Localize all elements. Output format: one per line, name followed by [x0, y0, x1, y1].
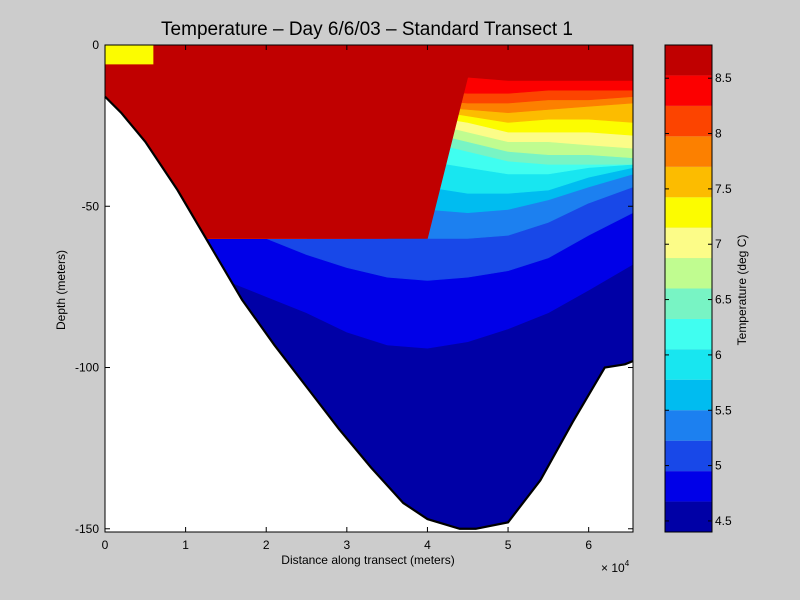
seafloor-line	[104, 95, 634, 530]
colorbar-band	[665, 440, 712, 472]
y-axis-ticks: 0 -50 -100 -150	[75, 38, 633, 536]
colorbar-band	[665, 471, 712, 502]
colorbar-label: Temperature (deg C)	[735, 235, 749, 346]
colorbar-band	[665, 105, 712, 137]
contour-band-pocket	[105, 45, 154, 65]
y-tick-label: 0	[92, 38, 99, 52]
x-tick-label: 4	[424, 538, 431, 552]
y-axis-label: Depth (meters)	[54, 250, 68, 330]
colorbar-band	[665, 258, 712, 289]
colorbar: 4.5 5 5.5 6 6.5 7 7.5 8 8.5 Temperature (deg C)	[664, 44, 749, 533]
colorbar-band	[665, 166, 712, 198]
colorbar-bands	[665, 45, 712, 532]
chart-title: Temperature – Day 6/6/03 – Standard Tran…	[161, 19, 573, 40]
colorbar-band	[665, 349, 712, 380]
colorbar-tick-label: 4.5	[715, 514, 732, 528]
colorbar-band	[665, 318, 712, 350]
colorbar-band	[665, 410, 712, 441]
x-axis-exponent: × 104	[601, 559, 630, 575]
x-tick-label: 2	[263, 538, 270, 552]
colorbar-band	[665, 75, 712, 106]
colorbar-tick-label: 7.5	[715, 182, 732, 196]
x-axis-ticks: 0 1 2 3 4 5 6	[102, 45, 592, 552]
x-tick-label: 6	[585, 538, 592, 552]
contour-bands	[105, 45, 633, 529]
colorbar-band	[665, 379, 712, 411]
x-tick-label: 0	[102, 538, 109, 552]
x-tick-label: 3	[343, 538, 350, 552]
y-tick-label: -50	[82, 199, 100, 213]
x-exponent-power: 4	[625, 559, 630, 568]
colorbar-band	[665, 197, 712, 228]
colorbar-tick-label: 5	[715, 459, 722, 473]
colorbar-band	[665, 45, 712, 76]
x-exponent-base: × 10	[601, 561, 625, 575]
colorbar-tick-label: 7	[715, 237, 722, 251]
colorbar-frame	[664, 44, 713, 533]
svg-text:× 104: × 104	[601, 559, 630, 575]
colorbar-ticks: 4.5 5 5.5 6 6.5 7 7.5 8 8.5	[665, 71, 732, 528]
plot-area: 0 1 2 3 4 5 6 0 -50 -100 -150	[75, 38, 634, 552]
colorbar-tick-label: 6	[715, 348, 722, 362]
colorbar-tick-label: 8.5	[715, 71, 732, 85]
colorbar-tick-label: 5.5	[715, 403, 732, 417]
plot-frame	[104, 44, 634, 533]
colorbar-band	[665, 227, 712, 259]
colorbar-band	[665, 136, 712, 167]
contour-layer	[105, 45, 633, 529]
x-axis-label: Distance along transect (meters)	[281, 553, 454, 567]
x-tick-label: 1	[182, 538, 189, 552]
colorbar-tick-label: 6.5	[715, 293, 732, 307]
x-tick-label: 5	[505, 538, 512, 552]
y-tick-label: -150	[75, 522, 99, 536]
colorbar-band	[665, 501, 712, 532]
y-tick-label: -100	[75, 361, 99, 375]
colorbar-tick-label: 8	[715, 127, 722, 141]
colorbar-band	[665, 288, 712, 319]
